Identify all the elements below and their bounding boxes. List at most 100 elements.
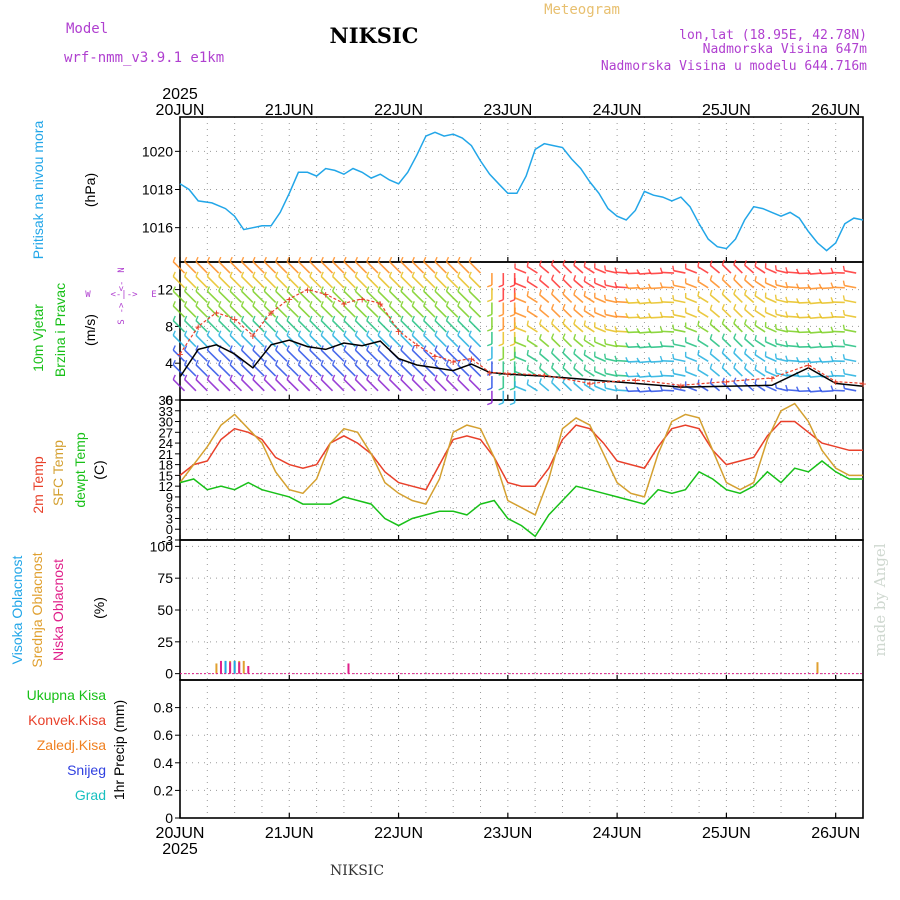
wind-barb-flag (468, 315, 472, 321)
wind-barb-flag (388, 374, 393, 380)
wind-barb (709, 279, 721, 289)
wind-barb (685, 282, 698, 289)
wind-barb (616, 315, 629, 318)
wind-barb-flag (636, 357, 640, 363)
wind-barb (172, 364, 186, 377)
wind-barb (754, 295, 766, 304)
wind-barb-flag (240, 256, 245, 263)
wind-barb-flag (830, 385, 834, 391)
date-label-top: 25JUN (702, 102, 751, 119)
wind-barb-flag (366, 271, 370, 277)
wind-barb-flag (721, 274, 725, 280)
wind-barb (673, 299, 686, 304)
wind-barb-flag (573, 363, 577, 369)
wind-barb-flag (309, 301, 313, 307)
wind-barb-flag (550, 303, 555, 310)
wind-barb-flag (297, 301, 302, 307)
wind-barb (583, 280, 595, 289)
wind-barb-flag (320, 330, 324, 336)
wind-barb (400, 320, 413, 333)
wind-barb (434, 261, 447, 274)
wind-barb (343, 305, 356, 318)
y-tick-label: -3 (161, 533, 173, 548)
wind-barb-flag (754, 276, 757, 282)
wind-barb-flag (538, 319, 542, 325)
date-label-top: 26JUN (811, 102, 860, 119)
wind-barb-flag (263, 359, 267, 366)
model-name: wrf-nmm_v3.9.1 e1km (64, 50, 224, 66)
wind-barb (366, 290, 379, 304)
wind-barb-flag (562, 259, 566, 265)
wind-barb (195, 290, 208, 304)
wind-barb-flag (275, 301, 279, 307)
wind-barb (240, 320, 254, 333)
wind-barb-flag (423, 271, 427, 277)
y-tick-label: 50 (157, 602, 173, 618)
wind-barb (616, 389, 629, 392)
date-label-top: 24JUN (593, 102, 642, 119)
wind-barb-flag (263, 256, 267, 263)
wind-barb (275, 349, 288, 362)
wind-barb (733, 337, 743, 348)
wind-barb (765, 267, 777, 274)
wind-barb-flag (498, 284, 504, 288)
wind-unit: (m/s) (82, 314, 98, 346)
wind-barb-flag (172, 330, 176, 336)
wind-series-wind_black (179, 339, 864, 388)
wind-barb (562, 264, 573, 274)
wind-barb (366, 275, 379, 289)
wind-barb (218, 378, 231, 392)
wind-barb (662, 271, 675, 274)
wind-gust-marker: + (586, 377, 593, 390)
wind-barb-flag (263, 345, 267, 351)
wind-barb (821, 316, 834, 319)
wind-barb-flag (297, 271, 302, 277)
wind-barb (388, 378, 402, 392)
wind-barb (787, 389, 800, 392)
wind-barb-flag (331, 315, 336, 321)
wind-barb (229, 261, 243, 274)
wind-barb (343, 378, 356, 392)
wind-barb-flag (468, 301, 472, 307)
wind-barb-flag (785, 355, 788, 361)
wind-barb (844, 358, 857, 363)
wind-barb-flag (538, 348, 542, 354)
wind-barb-flag (625, 386, 629, 392)
wind-barb-flag (647, 386, 652, 392)
wind-barb-flag (498, 357, 504, 362)
wind-barb-flag (583, 290, 586, 297)
wind-barb (526, 324, 538, 333)
wind-barb-flag (331, 301, 336, 307)
wind-barb-flag (625, 357, 629, 363)
wind-barb-flag (614, 370, 618, 376)
wind-barb-flag (297, 315, 302, 321)
wind-barb-flag (709, 334, 713, 340)
wind-barb-flag (785, 267, 788, 273)
key-n: N (117, 267, 127, 272)
wind-gust-marker: + (268, 307, 275, 320)
wind-barb (685, 370, 698, 377)
wind-barb (754, 280, 766, 289)
wind-barb-flag (434, 315, 438, 321)
wind-barb-flag (743, 363, 747, 369)
wind-barb-flag (709, 275, 713, 281)
wind-barb-flag (252, 301, 256, 307)
wind-barb (627, 375, 640, 378)
wind-barb-flag (445, 330, 450, 336)
wind-barb (400, 290, 413, 304)
wind-barb-flag (486, 313, 493, 317)
wind-barb (184, 349, 197, 362)
wind-barb-flag (830, 355, 834, 362)
wind-barb-flag (218, 315, 222, 321)
wind-barb (343, 261, 356, 274)
wind-barb-flag (807, 372, 811, 378)
wind-barb (320, 349, 334, 362)
wind-barb-flag (614, 296, 618, 302)
wind-barb (172, 320, 186, 333)
wind-barb-flag (388, 256, 393, 263)
wind-barb (526, 383, 538, 392)
wind-barb-flag (377, 286, 381, 292)
wind-barb (685, 267, 698, 274)
wind-barb (627, 286, 640, 290)
y-tick-label: 36 (159, 393, 173, 408)
